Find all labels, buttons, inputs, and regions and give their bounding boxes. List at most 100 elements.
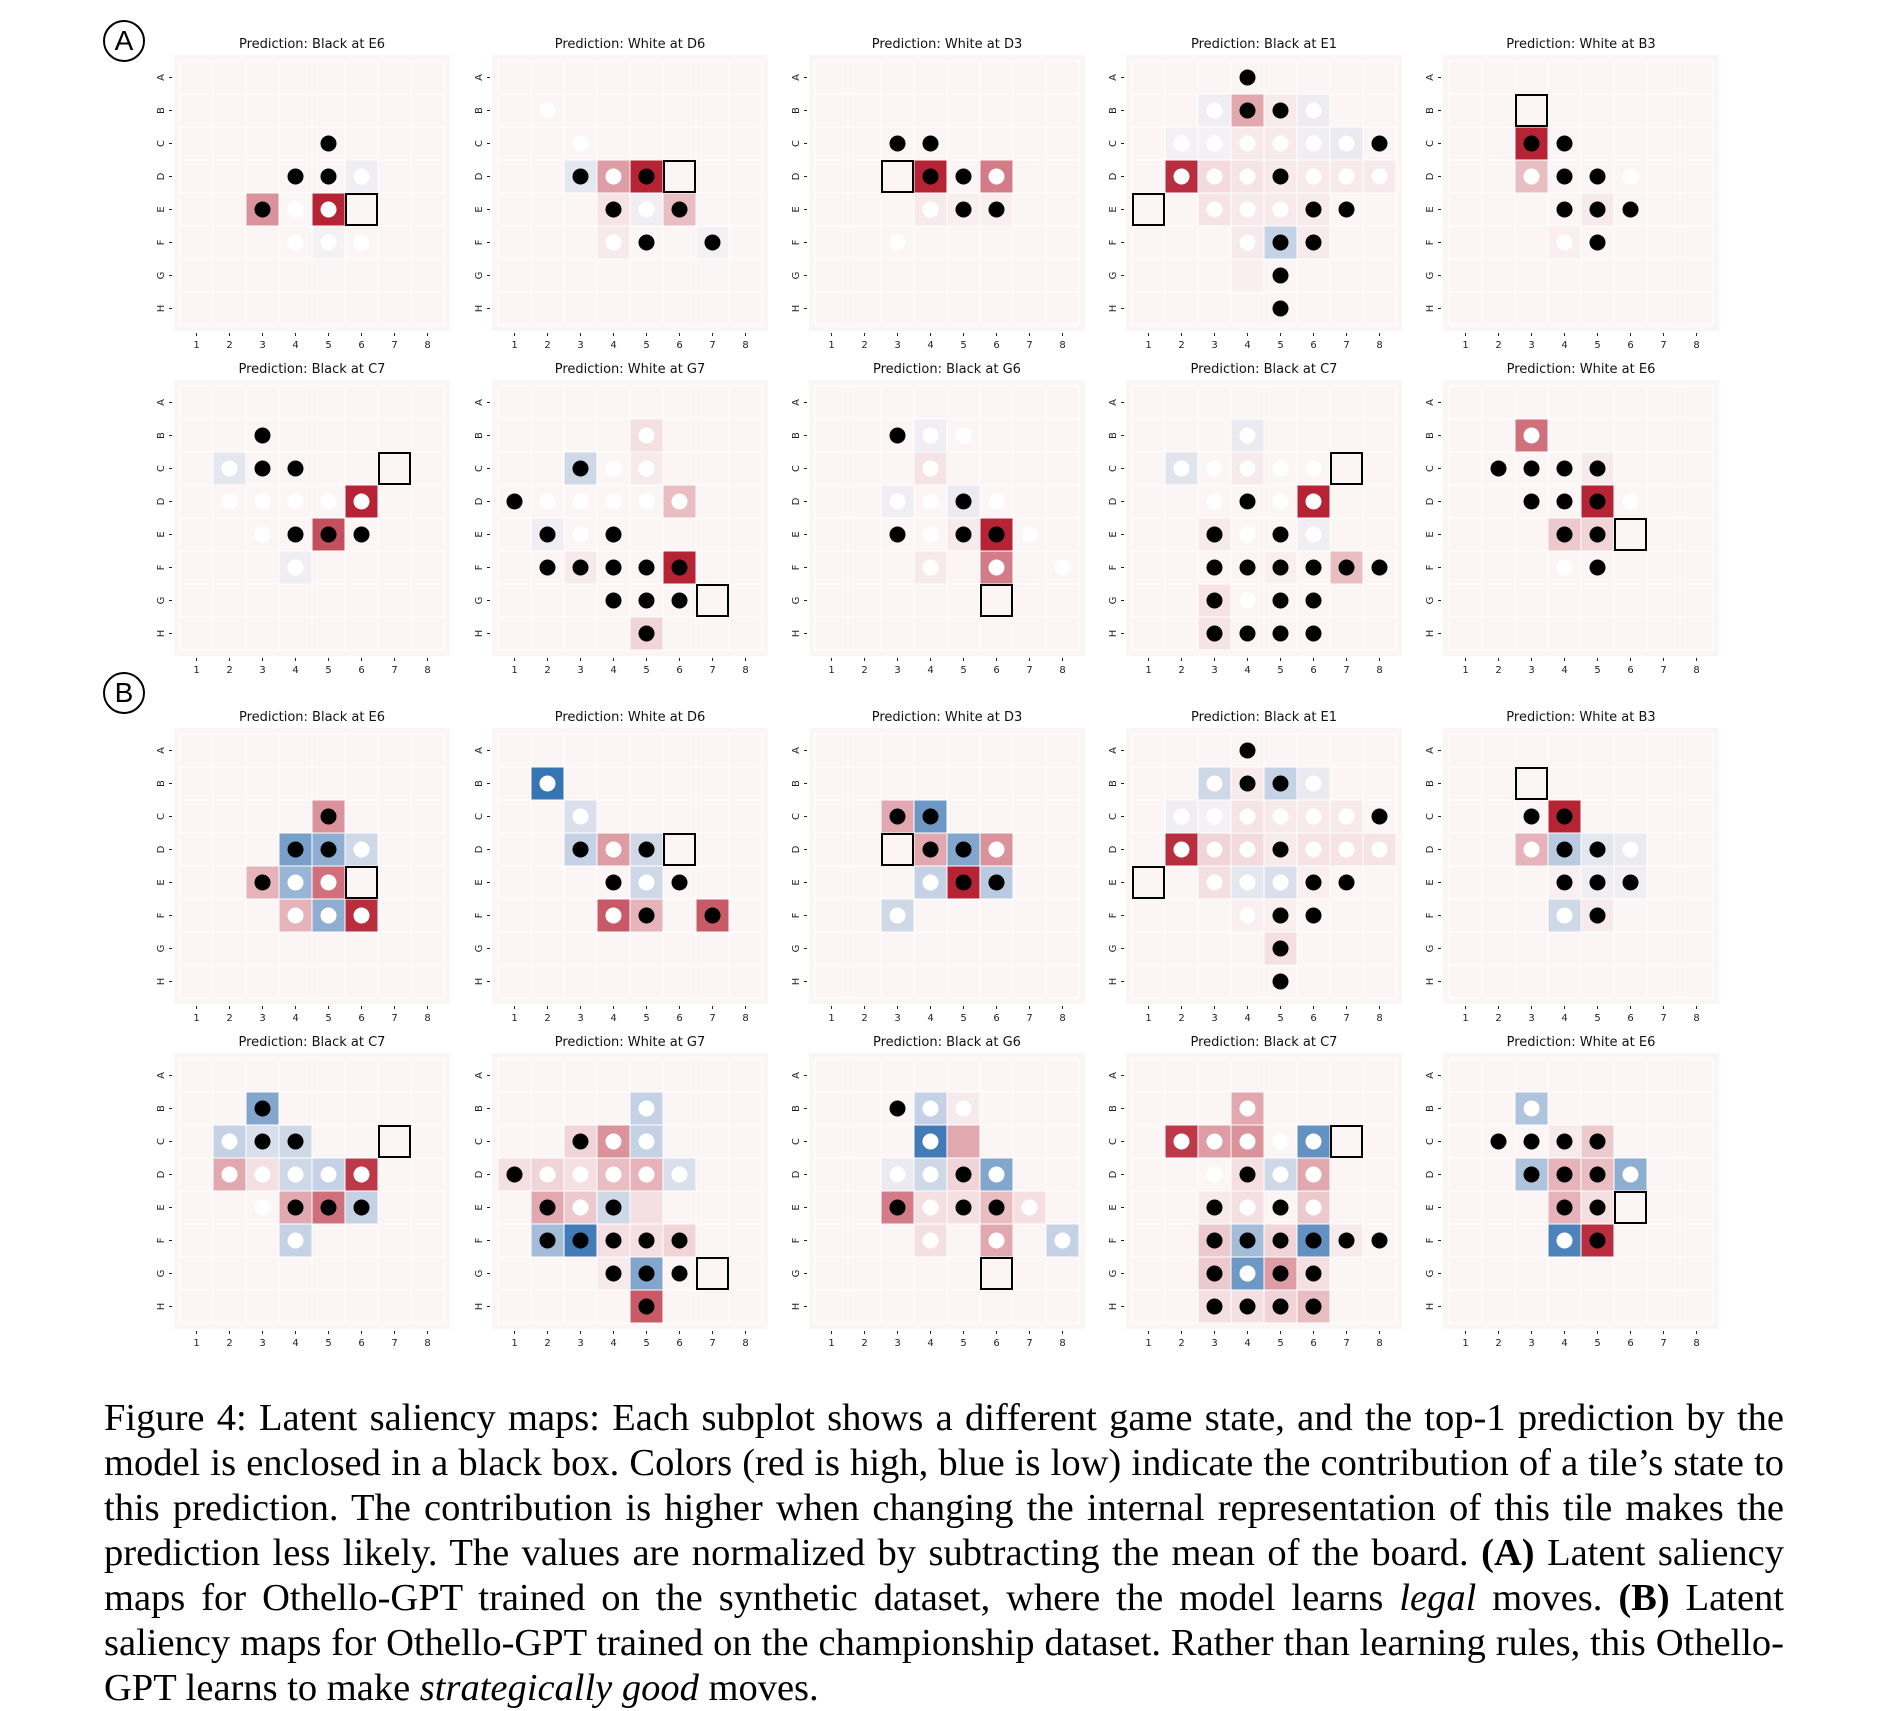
black-stone [605,559,622,576]
white-stone [671,1166,688,1183]
black-stone [1239,69,1256,86]
white-stone [1556,234,1573,251]
white-stone [1173,168,1190,185]
row-label: A [474,1072,485,1079]
white-stone [638,201,655,218]
col-label: 8 [1059,1338,1065,1349]
black-stone [955,1166,972,1183]
row-label: E [791,531,802,537]
row-label: A [474,74,485,81]
black-stone [1272,1265,1289,1282]
col-label: 2 [861,340,867,351]
board-title: Prediction: Black at E6 [239,710,385,725]
black-stone [1589,493,1606,510]
caption-a-emphasis: legal [1399,1577,1477,1619]
row-label: H [474,630,485,638]
prediction-box [696,584,729,617]
white-stone [1206,135,1223,152]
col-label: 3 [1211,340,1217,351]
col-label: 5 [1277,1338,1283,1349]
caption-a-text-2: moves. [1492,1577,1603,1619]
col-label: 2 [226,1338,232,1349]
col-label: 4 [927,340,933,351]
col-label: 4 [292,1338,298,1349]
col-label: 7 [391,340,397,351]
row-label: D [156,497,167,505]
board-title: Prediction: Black at E1 [1191,37,1337,52]
col-label: 6 [358,1013,364,1024]
white-stone [922,559,939,576]
black-stone [1305,234,1322,251]
col-label: 6 [676,340,682,351]
white-stone [1239,135,1256,152]
white-stone [1622,168,1639,185]
row-label: A [474,747,485,754]
row-label: D [791,172,802,180]
white-stone [1239,460,1256,477]
col-label: 1 [511,1013,517,1024]
white-stone [254,493,271,510]
white-stone [638,493,655,510]
board-title: Prediction: White at D6 [555,37,706,52]
board-b2-2: Prediction: White at G7 A B C D E F G H 1 2 3 4 5 6 7 8 [474,1035,768,1349]
row-label: G [791,272,802,280]
black-stone [1371,559,1388,576]
row-label: F [791,564,802,570]
white-stone [1272,460,1289,477]
white-stone [955,427,972,444]
white-stone [1371,168,1388,185]
black-stone [1523,135,1540,152]
col-label: 3 [1528,1338,1534,1349]
col-label: 8 [1693,665,1699,676]
board-a-5: Prediction: White at B3 A B C D E F G H 1 2 3 4 5 6 7 8 [1425,37,1719,351]
row-label: E [791,206,802,212]
col-label: 2 [1495,665,1501,676]
white-stone [1371,841,1388,858]
prediction-box [881,833,914,866]
board-title: Prediction: White at G7 [555,362,706,377]
col-label: 1 [1462,340,1468,351]
white-stone [1305,1166,1322,1183]
black-stone [1589,841,1606,858]
white-stone [988,841,1005,858]
col-label: 3 [259,665,265,676]
board-title: Prediction: White at D6 [555,710,706,725]
row-label: G [791,1270,802,1278]
black-stone [572,1232,589,1249]
col-label: 6 [676,665,682,676]
row-label: H [791,305,802,313]
black-stone [1523,1166,1540,1183]
white-stone [889,234,906,251]
col-label: 8 [424,1013,430,1024]
col-label: 6 [993,665,999,676]
row-label: G [474,945,485,953]
black-stone [1272,592,1289,609]
black-stone [1305,874,1322,891]
row-label: E [474,1204,485,1210]
col-label: 1 [1462,1338,1468,1349]
black-stone [1206,1265,1223,1282]
black-stone [1589,234,1606,251]
row-label: F [156,564,167,570]
black-stone [1272,234,1289,251]
black-stone [1371,135,1388,152]
col-label: 8 [1376,1338,1382,1349]
black-stone [320,1199,337,1216]
row-label: C [156,465,167,472]
caption-b-text-1: Latent saliency maps for Othello-GPT tra… [104,1577,1784,1709]
black-stone [889,1100,906,1117]
black-stone [1589,201,1606,218]
white-stone [572,493,589,510]
black-stone [320,841,337,858]
black-stone [1371,808,1388,825]
col-label: 5 [643,340,649,351]
black-stone [889,808,906,825]
col-label: 7 [709,1338,715,1349]
white-stone [1272,1133,1289,1150]
board-a2-4: Prediction: Black at C7 A B C D E F G H 1 2 3 4 5 6 7 8 [1108,362,1402,676]
black-stone [254,1133,271,1150]
white-stone [1239,874,1256,891]
board-title: Prediction: Black at G6 [873,362,1021,377]
row-label: H [1425,305,1436,313]
row-label: D [156,845,167,853]
